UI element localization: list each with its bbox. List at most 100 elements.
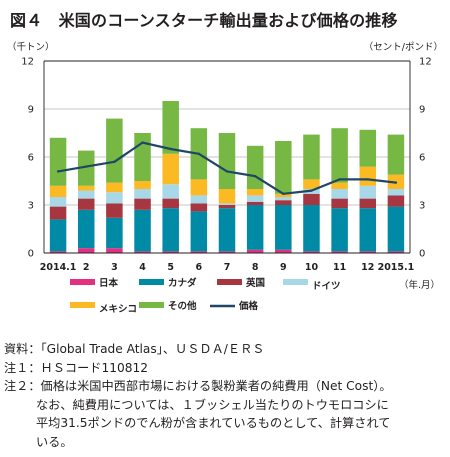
y-tick-right: 0 (419, 249, 425, 260)
price-point (225, 170, 229, 173)
bar-segment-canada (387, 206, 405, 252)
bar-segment-germany (275, 197, 292, 201)
x-tick-label: 11 (333, 262, 346, 273)
x-tick-label: 4 (139, 262, 146, 273)
bar-segment-germany (49, 197, 67, 207)
legend-label-uk: 英国 (246, 277, 265, 289)
price-point (366, 178, 369, 181)
bar-segment-other (359, 129, 377, 167)
bar-segment-germany (246, 195, 264, 202)
bar-segment-uk (275, 200, 292, 205)
note-2-line-3: 平均31.5ポンドのでん粉が含まれているものとして、計算されて (36, 416, 391, 431)
bar-segment-mexico (106, 182, 123, 193)
bar-segment-uk (162, 198, 179, 209)
legend-swatch-mexico (70, 302, 95, 308)
x-tick-label: 3 (111, 262, 118, 273)
legend-swatch-japan (70, 279, 95, 285)
bar-segment-mexico (190, 179, 208, 196)
price-point (253, 175, 257, 178)
bar-segment-canada (275, 205, 292, 250)
y-tick-right: 6 (419, 153, 425, 164)
bar-segment-uk (106, 203, 123, 218)
bar-segment-japan (246, 249, 264, 253)
legend-label-mexico: メキシコ (99, 304, 137, 315)
price-point (310, 189, 313, 192)
bar-segment-mexico (246, 189, 264, 196)
bar-segment-uk (134, 198, 151, 210)
bar-segment-mexico (162, 153, 179, 185)
bar-segment-japan (49, 251, 67, 253)
bar-segment-germany (134, 189, 151, 199)
bar-segment-germany (331, 189, 348, 199)
bar-segment-canada (106, 217, 123, 249)
bar-segment-uk (218, 205, 236, 209)
bar-segment-germany (387, 189, 405, 196)
y-tick-right: 3 (419, 201, 425, 212)
bar-segment-japan (218, 251, 236, 253)
x-tick-label: 12 (361, 262, 374, 273)
note-1: 注１：ＨＳコード110812 (4, 360, 149, 375)
bar-segment-japan (387, 251, 405, 253)
bar-segment-germany (218, 203, 236, 205)
bar-segment-uk (303, 193, 320, 205)
notes-block: 資料：「Global Trade Atlas」、ＵＳＤＡ/ＥＲＳ 注１：ＨＳコー… (4, 340, 392, 452)
y-tick-left: 0 (28, 249, 34, 260)
price-point (141, 141, 144, 144)
chart-title: 図４ 米国のコーンスターチ輸出量および価格の推移 (10, 11, 398, 30)
y-tick-left: 3 (28, 201, 34, 212)
legend-swatch-uk (217, 279, 242, 285)
bar-segment-germany (190, 195, 208, 204)
legend-label-japan: 日本 (99, 277, 119, 289)
y-tick-left: 6 (28, 153, 34, 164)
x-tick-label: 6 (196, 262, 203, 273)
bar-segment-japan (275, 249, 292, 253)
x-tick-label: 2015.1 (378, 262, 415, 273)
price-point (169, 147, 172, 151)
price-point (197, 152, 201, 155)
bar-segment-uk (331, 198, 348, 209)
bar-segment-uk (77, 198, 95, 210)
bar-segment-mexico (134, 181, 151, 189)
legend-swatch-canada (139, 279, 164, 285)
y-axis-right-label: （セント/ポンド） (364, 41, 443, 53)
bar-segment-other (77, 150, 95, 186)
price-line-group (56, 141, 398, 195)
legend-swatch-germany (283, 279, 308, 285)
price-point (338, 178, 341, 181)
bar-segment-uk (246, 201, 264, 205)
bar-segment-mexico (303, 179, 320, 189)
bar-segment-japan (190, 251, 208, 253)
note-2-line-2: なお、純費用については、１ブッシェル当たりのトウモロコシに (36, 397, 389, 412)
y-tick-left: 12 (21, 57, 34, 68)
bar-segment-mexico (359, 166, 377, 186)
price-point (394, 181, 398, 184)
bar-segment-other (246, 145, 264, 189)
bar-segment-canada (303, 205, 320, 252)
bar-segment-japan (359, 251, 377, 253)
axes-group: 0 0 3 3 6 6 9 9 12 12 2014.1 2 3 4 5 6 7 8 9 10 11 12 2015.1 （年… (21, 57, 440, 292)
bar-segment-japan (106, 248, 123, 253)
y-tick-left: 9 (28, 105, 34, 116)
bar-segment-japan (303, 251, 320, 253)
x-tick-label: 7 (224, 262, 231, 273)
bar-segment-other (387, 134, 405, 175)
y-axis-left-label: （千トン） (7, 41, 55, 53)
bar-segment-mexico (49, 185, 67, 197)
legend-label-price: 価格 (238, 300, 259, 312)
bar-segment-other (218, 133, 236, 189)
bar-segment-canada (246, 205, 264, 250)
note-2-line-1: 注２：価格は米国中西部市場における製粉業者の純費用（Net Cost）。 (4, 379, 392, 394)
bar-segment-canada (134, 209, 151, 252)
x-tick-label: 10 (305, 262, 319, 273)
x-tick-label: 8 (252, 262, 259, 273)
source-note: 資料：「Global Trade Atlas」、ＵＳＤＡ/ＥＲＳ (4, 342, 265, 356)
bar-segment-japan (77, 248, 95, 253)
bar-segment-mexico (275, 193, 292, 197)
bar-segment-other (106, 118, 123, 183)
x-tick-label: 2014.1 (40, 262, 77, 273)
bar-segment-other (162, 101, 179, 154)
bar-segment-uk (190, 203, 208, 212)
bar-segment-mexico (218, 189, 236, 204)
bar-segment-mexico (77, 185, 95, 191)
